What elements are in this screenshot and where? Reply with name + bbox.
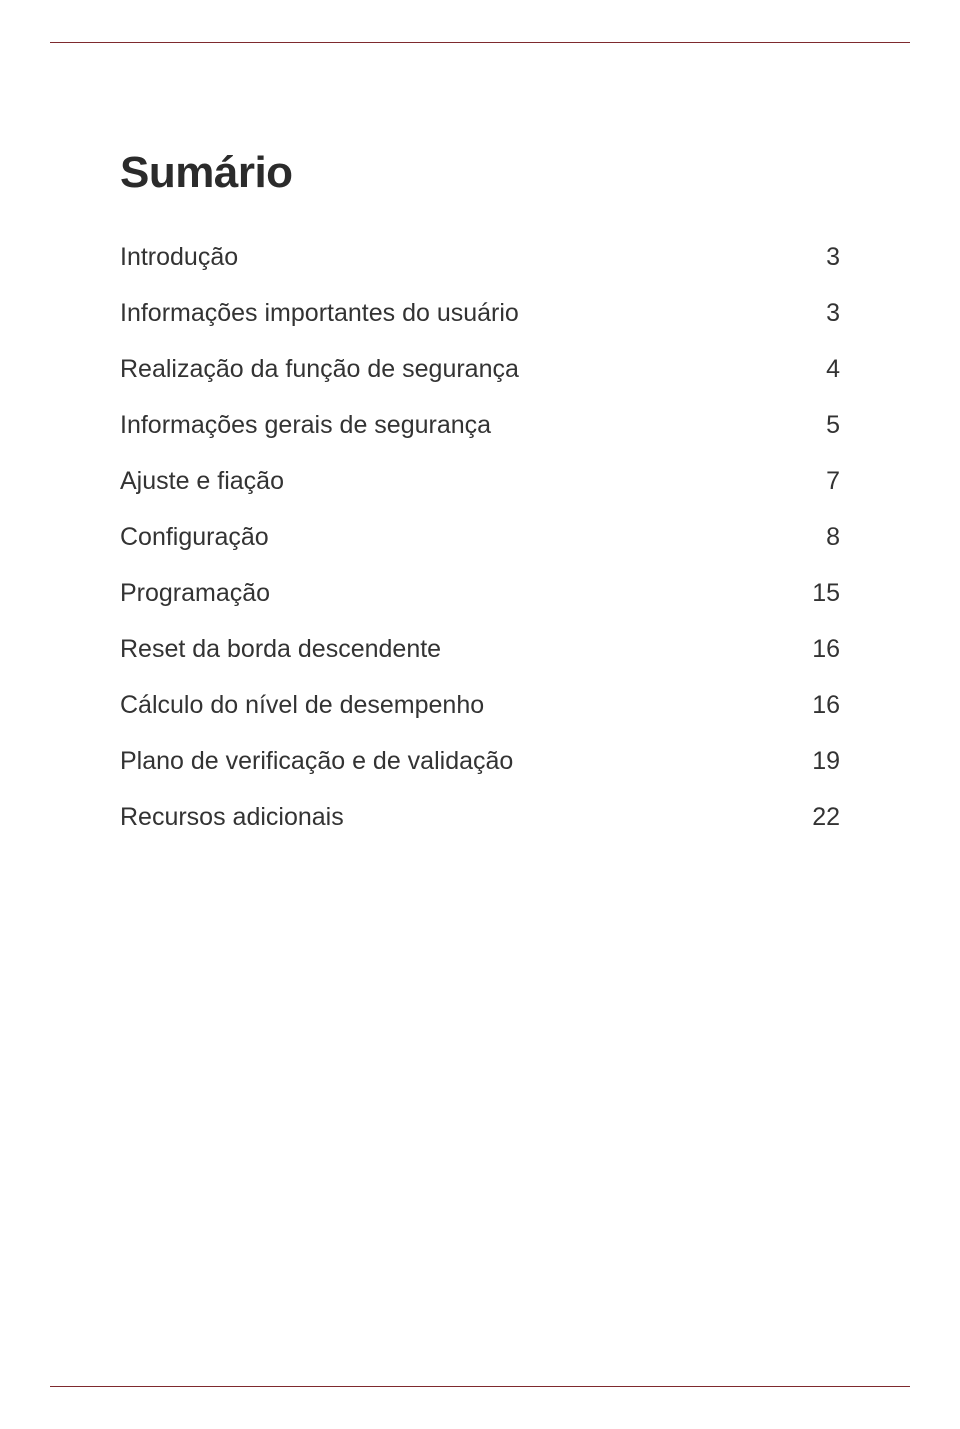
toc-row: Recursos adicionais 22 [120,802,840,832]
toc-row: Ajuste e fiação 7 [120,466,840,496]
toc-entry-title: Informações importantes do usuário [120,298,800,328]
toc-entry-page: 22 [800,802,840,832]
toc-entry-title: Recursos adicionais [120,802,800,832]
toc-list: Introdução 3 Informações importantes do … [120,242,840,832]
toc-row: Plano de verificação e de validação 19 [120,746,840,776]
toc-entry-title: Ajuste e fiação [120,466,800,496]
toc-entry-title: Realização da função de segurança [120,354,800,384]
toc-entry-page: 15 [800,578,840,608]
toc-entry-page: 16 [800,690,840,720]
toc-row: Informações importantes do usuário 3 [120,298,840,328]
toc-entry-title: Configuração [120,522,800,552]
toc-entry-page: 3 [800,242,840,272]
toc-row: Configuração 8 [120,522,840,552]
toc-entry-title: Cálculo do nível de desempenho [120,690,800,720]
toc-row: Introdução 3 [120,242,840,272]
top-rule [50,42,910,43]
toc-entry-page: 3 [800,298,840,328]
toc-entry-page: 4 [800,354,840,384]
toc-row: Realização da função de segurança 4 [120,354,840,384]
toc-entry-title: Informações gerais de segurança [120,410,800,440]
toc-row: Informações gerais de segurança 5 [120,410,840,440]
toc-entry-title: Plano de verificação e de validação [120,746,800,776]
toc-entry-page: 5 [800,410,840,440]
toc-entry-page: 16 [800,634,840,664]
toc-entry-page: 19 [800,746,840,776]
toc-entry-page: 7 [800,466,840,496]
toc-content: Sumário Introdução 3 Informações importa… [120,148,840,858]
toc-row: Reset da borda descendente 16 [120,634,840,664]
toc-row: Cálculo do nível de desempenho 16 [120,690,840,720]
toc-entry-title: Introdução [120,242,800,272]
toc-entry-title: Programação [120,578,800,608]
bottom-rule [50,1386,910,1387]
toc-row: Programação 15 [120,578,840,608]
toc-entry-title: Reset da borda descendente [120,634,800,664]
toc-entry-page: 8 [800,522,840,552]
page-title: Sumário [120,148,840,198]
